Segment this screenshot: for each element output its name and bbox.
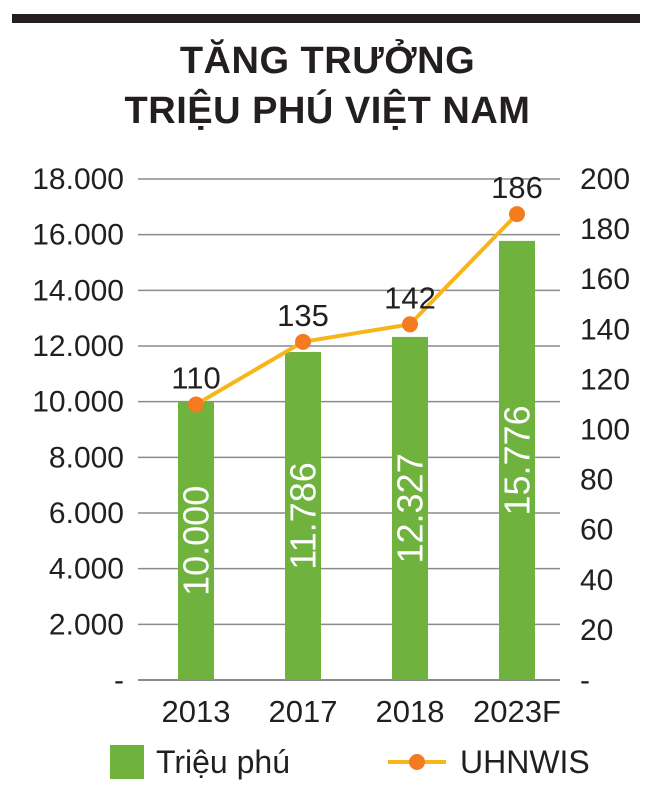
right-tick-label: 40 — [580, 564, 613, 597]
right-tick-label: 160 — [580, 263, 630, 296]
legend-swatch-bar — [110, 745, 144, 779]
line-path — [194, 212, 519, 407]
line-point-label: 142 — [384, 280, 436, 315]
bar-value-label: 15.776 — [497, 405, 538, 515]
left-tick-label: 2.000 — [49, 608, 124, 641]
line-point-label: 186 — [491, 170, 543, 205]
right-tick-label: 100 — [580, 414, 630, 447]
line-series: 110 135 142 186 — [171, 170, 543, 413]
x-tick-label: 2018 — [376, 694, 445, 729]
bar-value-label: 10.000 — [176, 486, 217, 596]
right-tick-label: 20 — [580, 614, 613, 647]
legend-label-line: UHNWIS — [460, 743, 590, 780]
right-tick-label: 120 — [580, 363, 630, 396]
top-rule — [12, 14, 640, 23]
left-tick-label: 12.000 — [32, 330, 124, 363]
line-point — [188, 396, 204, 413]
right-tick-label: 180 — [580, 213, 630, 246]
left-tick-label: - — [114, 664, 124, 697]
bar — [392, 336, 428, 680]
legend-item-bar: Triệu phú — [110, 740, 290, 784]
x-tick-label: 2017 — [269, 694, 338, 729]
bar-series: 10.000 11.786 12.327 15.776 — [176, 240, 538, 680]
chart-title-line-1: TĂNG TRƯỞNG — [179, 40, 476, 82]
line-point — [509, 206, 525, 223]
right-tick-label: 80 — [580, 464, 613, 497]
legend-swatch-line — [388, 745, 446, 779]
bar-value-label: 11.786 — [283, 462, 324, 569]
line-point-label: 110 — [171, 360, 220, 395]
chart-title-line-2: TRIỆU PHÚ VIỆT NAM — [124, 90, 531, 132]
line-point — [402, 316, 418, 333]
left-tick-label: 10.000 — [32, 386, 124, 419]
left-tick-label: 8.000 — [49, 441, 124, 474]
line-point-label: 135 — [277, 298, 329, 333]
left-tick-label: 14.000 — [32, 274, 124, 307]
bar — [178, 401, 214, 680]
left-tick-label: 6.000 — [49, 497, 124, 530]
x-tick-label: 2023F — [473, 694, 561, 729]
left-tick-label: 4.000 — [49, 553, 124, 586]
left-tick-label: 16.000 — [32, 219, 124, 252]
right-tick-label: 200 — [580, 163, 630, 196]
legend-label-bar: Triệu phú — [156, 743, 290, 780]
right-tick-label: 60 — [580, 514, 613, 547]
right-tick-label: - — [580, 664, 590, 697]
bar — [285, 351, 321, 680]
right-axis-ticks: - 20 40 60 80 100 120 140 160 180 200 — [580, 163, 630, 697]
right-tick-label: 140 — [580, 313, 630, 346]
line-point — [295, 333, 311, 350]
left-tick-label: 18.000 — [32, 163, 124, 196]
legend-item-line: UHNWIS — [388, 740, 590, 784]
bar-value-label: 12.327 — [390, 453, 431, 563]
left-axis-ticks: - 2.000 4.000 6.000 8.000 10.000 12.000 14.000 1… — [32, 163, 124, 697]
x-axis-ticks: 2013 2017 2018 2023F — [162, 694, 561, 729]
bar — [499, 240, 535, 680]
x-tick-label: 2013 — [162, 694, 231, 729]
